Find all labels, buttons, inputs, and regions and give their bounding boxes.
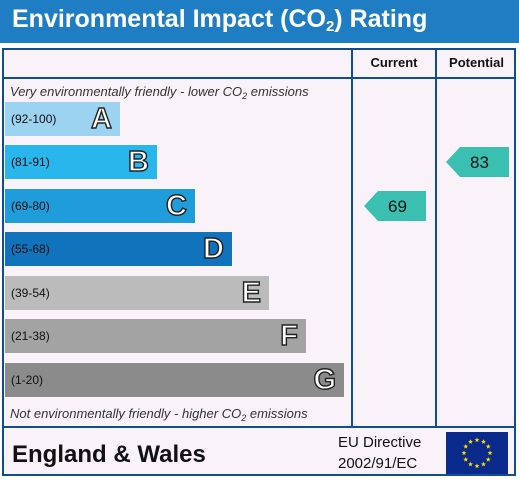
- eu-star-icon: [468, 461, 473, 467]
- divider-potential-left: [435, 48, 437, 428]
- title-bar: Environmental Impact (CO2) Rating: [0, 0, 519, 43]
- eu-star-icon: [474, 437, 480, 443]
- eu-star-icon: [487, 450, 493, 456]
- band-letter: C: [165, 189, 187, 222]
- footer-divider: [2, 426, 516, 428]
- eu-star-icon: [485, 456, 491, 462]
- band-b: (81-91) B: [5, 145, 157, 179]
- current-rating-value: 69: [388, 197, 407, 216]
- divider-current-left: [351, 48, 353, 428]
- band-letter: E: [241, 276, 262, 309]
- band-range: (92-100): [11, 112, 57, 126]
- band-range: (21-38): [11, 329, 50, 343]
- band-a: (92-100) A: [5, 102, 120, 136]
- region-label: England & Wales: [12, 441, 206, 468]
- eu-star-icon: [468, 439, 473, 444]
- eu-star-icon: [463, 443, 469, 449]
- band-range: (55-68): [11, 242, 50, 256]
- eu-flag-icon: [446, 432, 508, 474]
- potential-rating-arrow: 83: [446, 147, 509, 177]
- eu-star-icon: [481, 439, 486, 444]
- band-range: (1-20): [11, 373, 44, 387]
- band-range: (39-54): [11, 286, 50, 300]
- band-g: (1-20) G: [5, 363, 344, 397]
- top-note: Very environmentally friendly - lower CO…: [10, 84, 309, 101]
- band-f: (21-38) F: [5, 319, 306, 353]
- header-divider: [2, 77, 516, 79]
- band-e: (39-54) E: [5, 276, 269, 310]
- current-rating-arrow: 69: [364, 191, 426, 221]
- directive-line-2: 2002/91/EC: [338, 455, 418, 472]
- directive-line-1: EU Directive: [338, 434, 422, 451]
- chart-title: Environmental Impact (CO2) Rating: [12, 5, 428, 35]
- bottom-note: Not environmentally friendly - higher CO…: [10, 406, 308, 423]
- eu-star-icon: [485, 443, 491, 449]
- potential-rating-value: 83: [470, 153, 489, 172]
- eu-star-icon: [474, 463, 480, 469]
- band-letter: G: [313, 363, 337, 396]
- band-letter: B: [127, 145, 149, 178]
- eu-star-icon: [461, 450, 467, 456]
- potential-column-header: Potential: [449, 55, 504, 70]
- band-range: (81-91): [11, 155, 50, 169]
- eu-star-icon: [463, 456, 469, 462]
- band-d: (55-68) D: [5, 232, 232, 266]
- band-letter: D: [202, 232, 224, 265]
- band-letter: F: [280, 319, 299, 352]
- band-range: (69-80): [11, 199, 50, 213]
- eu-star-icon: [481, 461, 486, 467]
- band-c: (69-80) C: [5, 189, 195, 223]
- band-letter: A: [90, 102, 112, 135]
- current-column-header: Current: [370, 55, 418, 70]
